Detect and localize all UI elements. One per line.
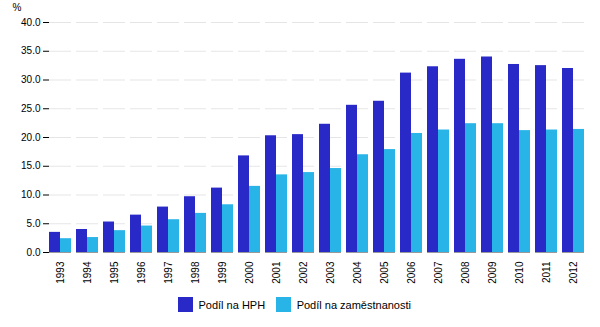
html-text:Podíl na HPH: Podíl na HPH <box>198 298 266 311</box>
svg-text:5.0: 5.0 <box>27 218 41 229</box>
svg-text:2004: 2004 <box>352 261 363 284</box>
svg-text:1993: 1993 <box>55 261 66 284</box>
svg-text:1996: 1996 <box>136 261 147 284</box>
svg-text:1998: 1998 <box>190 261 201 284</box>
svg-text:2007: 2007 <box>433 261 444 284</box>
svg-text:2006: 2006 <box>406 261 417 284</box>
svg-text:10.0: 10.0 <box>21 189 41 200</box>
svg-text:1997: 1997 <box>163 261 174 284</box>
svg-text:0.0: 0.0 <box>27 247 41 258</box>
svg-text:2003: 2003 <box>325 261 336 284</box>
svg-text:2012: 2012 <box>568 261 579 284</box>
svg-text:1994: 1994 <box>82 261 93 284</box>
svg-text:2005: 2005 <box>379 261 390 284</box>
svg-text:%: % <box>13 2 22 13</box>
svg-text:1999: 1999 <box>217 261 228 284</box>
html-text:Podíl na zaměstnanosti: Podíl na zaměstnanosti <box>296 298 411 311</box>
svg-text:35.0: 35.0 <box>21 45 41 56</box>
svg-text:2011: 2011 <box>541 261 552 283</box>
svg-text:15.0: 15.0 <box>21 160 41 171</box>
svg-text:2008: 2008 <box>460 261 471 284</box>
svg-text:2002: 2002 <box>298 261 309 284</box>
svg-text:40.0: 40.0 <box>21 17 41 28</box>
svg-text:1995: 1995 <box>109 261 120 284</box>
svg-text:2001: 2001 <box>271 261 282 284</box>
svg-text:30.0: 30.0 <box>21 74 41 85</box>
svg-text:2000: 2000 <box>244 261 255 284</box>
svg-text:2010: 2010 <box>514 261 525 284</box>
svg-text:20.0: 20.0 <box>21 132 41 143</box>
svg-text:25.0: 25.0 <box>21 103 41 114</box>
svg-text:2009: 2009 <box>487 261 498 284</box>
